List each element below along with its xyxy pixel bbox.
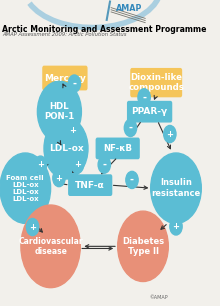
Text: +: + <box>29 222 36 232</box>
Circle shape <box>34 156 47 173</box>
Circle shape <box>118 211 168 282</box>
Text: ©AMAP: ©AMAP <box>150 296 168 300</box>
Circle shape <box>37 81 81 142</box>
Text: +: + <box>37 160 44 169</box>
FancyBboxPatch shape <box>127 101 172 122</box>
Text: HDL
PON-1: HDL PON-1 <box>44 102 75 121</box>
Text: LDL-ox: LDL-ox <box>49 144 83 153</box>
Text: Diabetes
Type II: Diabetes Type II <box>122 237 164 256</box>
Circle shape <box>126 171 138 188</box>
Text: +: + <box>166 129 173 139</box>
FancyBboxPatch shape <box>130 68 182 97</box>
Circle shape <box>164 125 176 143</box>
FancyBboxPatch shape <box>96 138 140 159</box>
Text: Dioxin-like
compounds: Dioxin-like compounds <box>128 73 184 92</box>
Text: Arctic Monitoring and Assessment Programme: Arctic Monitoring and Assessment Program… <box>2 25 207 34</box>
Circle shape <box>151 153 201 223</box>
Text: -: - <box>142 92 146 102</box>
Text: AMAP: AMAP <box>116 4 142 13</box>
Text: +: + <box>172 222 180 231</box>
Circle shape <box>138 89 150 106</box>
Circle shape <box>44 118 88 179</box>
Circle shape <box>26 218 39 236</box>
Text: +: + <box>55 174 62 183</box>
Text: -: - <box>72 79 76 88</box>
Circle shape <box>66 122 78 140</box>
Circle shape <box>170 218 182 235</box>
Circle shape <box>71 156 84 173</box>
Text: Mercury: Mercury <box>44 73 86 83</box>
Text: Foam cell
LDL-ox
LDL-ox
LDL-ox: Foam cell LDL-ox LDL-ox LDL-ox <box>6 175 44 202</box>
Circle shape <box>0 153 51 223</box>
Text: TNF-α: TNF-α <box>75 181 105 190</box>
Circle shape <box>98 156 110 173</box>
Circle shape <box>21 205 80 288</box>
Circle shape <box>68 75 81 92</box>
Text: -: - <box>130 175 134 185</box>
Text: -: - <box>128 123 132 133</box>
FancyBboxPatch shape <box>68 174 112 196</box>
Circle shape <box>124 119 137 136</box>
Text: Cardiovascular
disease: Cardiovascular disease <box>18 237 83 256</box>
Text: -: - <box>102 160 106 170</box>
FancyBboxPatch shape <box>42 66 88 91</box>
Text: +: + <box>74 160 81 169</box>
Text: PPAR-γ: PPAR-γ <box>132 107 168 116</box>
Circle shape <box>53 170 65 187</box>
Text: Insulin
resistance: Insulin resistance <box>151 178 201 198</box>
Text: +: + <box>69 126 76 136</box>
Text: AMAP Assessment 2009: Arctic Pollution Status: AMAP Assessment 2009: Arctic Pollution S… <box>2 32 127 37</box>
Text: NF-κB: NF-κB <box>103 144 132 153</box>
